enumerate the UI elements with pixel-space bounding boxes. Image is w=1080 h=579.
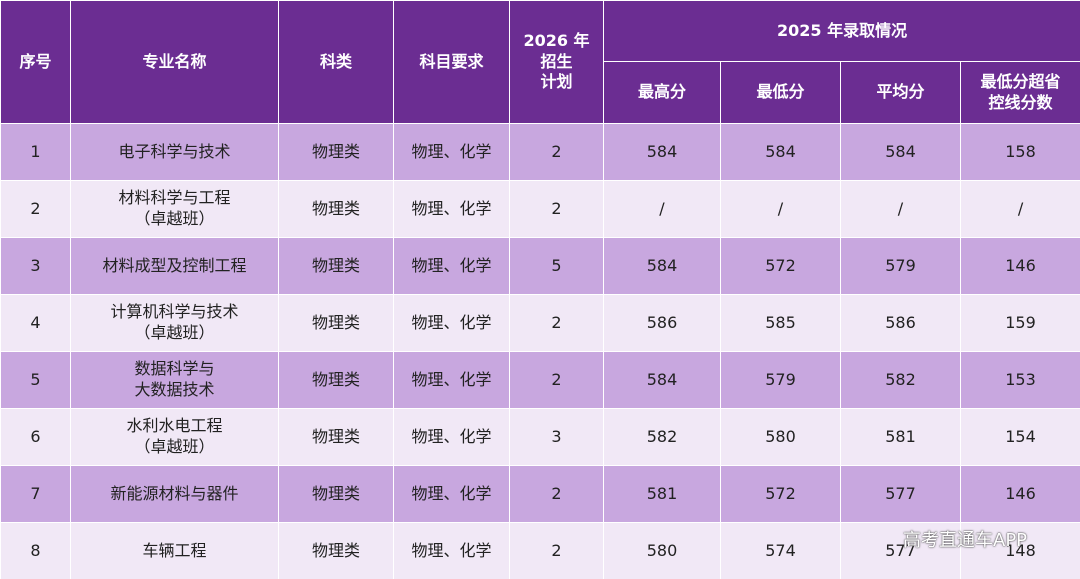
table-cell: 物理类 bbox=[278, 465, 394, 523]
table-cell: 153 bbox=[959, 351, 1080, 409]
table-cell: 581 bbox=[840, 408, 961, 466]
table-cell: 584 bbox=[603, 237, 721, 295]
table-cell: 8 bbox=[0, 522, 71, 579]
table-cell: 579 bbox=[840, 237, 961, 295]
table-cell: 146 bbox=[959, 237, 1080, 295]
table-cell: 577 bbox=[840, 465, 961, 523]
table-cell: 物理、化学 bbox=[393, 351, 510, 409]
table-cell: 物理类 bbox=[278, 180, 394, 238]
table-cell: 580 bbox=[603, 522, 721, 579]
table-cell: 148 bbox=[959, 522, 1080, 579]
table-cell: 6 bbox=[0, 408, 71, 466]
table-cell: 物理类 bbox=[278, 408, 394, 466]
table-cell: 2 bbox=[509, 465, 604, 523]
table-cell: 物理类 bbox=[278, 351, 394, 409]
table-cell: 物理类 bbox=[278, 294, 394, 352]
watermark: 高考直通车APP bbox=[903, 530, 1028, 551]
table-cell: 2 bbox=[509, 123, 604, 181]
table-cell: 物理、化学 bbox=[393, 465, 510, 523]
table-cell: 579 bbox=[720, 351, 841, 409]
table-cell: 2 bbox=[0, 180, 71, 238]
table-cell: 580 bbox=[720, 408, 841, 466]
table-cell: 计算机科学与技术 （卓越班） bbox=[70, 294, 279, 352]
header-cell: 科类 bbox=[278, 0, 394, 124]
header-cell: 最高分 bbox=[603, 61, 721, 124]
table-cell: 物理、化学 bbox=[393, 123, 510, 181]
table-cell: 物理类 bbox=[278, 237, 394, 295]
table-cell: 物理、化学 bbox=[393, 237, 510, 295]
header-cell: 序号 bbox=[0, 0, 71, 124]
table-cell: 7 bbox=[0, 465, 71, 523]
table-cell: 586 bbox=[603, 294, 721, 352]
table-cell: 572 bbox=[720, 465, 841, 523]
table-cell: 158 bbox=[959, 123, 1080, 181]
table-cell: 574 bbox=[720, 522, 841, 579]
table-cell: 2 bbox=[509, 351, 604, 409]
table-cell: 577 bbox=[840, 522, 961, 579]
table-cell: 2 bbox=[509, 180, 604, 238]
table-cell: 物理、化学 bbox=[393, 408, 510, 466]
table-cell: / bbox=[603, 180, 721, 238]
table-cell: 2 bbox=[509, 294, 604, 352]
table-cell: 新能源材料与器件 bbox=[70, 465, 279, 523]
table-row: 8 车辆工程 物理类 物理、化学 2 580 574 577 148 bbox=[0, 522, 1080, 579]
table-row: 7 新能源材料与器件 物理类 物理、化学 2 581 572 577 146 bbox=[0, 465, 1080, 523]
table-cell: 物理、化学 bbox=[393, 294, 510, 352]
table-cell: / bbox=[840, 180, 961, 238]
table-cell: 5 bbox=[0, 351, 71, 409]
table-cell: 5 bbox=[509, 237, 604, 295]
table-cell: 4 bbox=[0, 294, 71, 352]
header-group: 2025 年录取情况 bbox=[602, 0, 1080, 62]
table-cell: / bbox=[959, 180, 1080, 238]
table-cell: 584 bbox=[603, 351, 721, 409]
table-cell: 3 bbox=[509, 408, 604, 466]
table-cell: 电子科学与技术 bbox=[70, 123, 279, 181]
header-cell: 2026 年 招生 计划 bbox=[509, 0, 604, 124]
table-row: 3 材料成型及控制工程 物理类 物理、化学 5 584 572 579 146 bbox=[0, 237, 1080, 295]
table-cell: 材料成型及控制工程 bbox=[70, 237, 279, 295]
table-cell: 582 bbox=[840, 351, 961, 409]
header-cell: 最低分超省 控线分数 bbox=[959, 61, 1080, 124]
table-cell: 584 bbox=[603, 123, 721, 181]
table-row: 6 水利水电工程 （卓越班） 物理类 物理、化学 3 582 580 581 154 bbox=[0, 408, 1080, 466]
table-cell: 数据科学与 大数据技术 bbox=[70, 351, 279, 409]
header-cell: 专业名称 bbox=[70, 0, 279, 124]
table-cell: 586 bbox=[840, 294, 961, 352]
table-cell: 物理类 bbox=[278, 123, 394, 181]
table-row: 2 材料科学与工程 （卓越班） 物理类 物理、化学 2// / / bbox=[0, 180, 1080, 238]
table-cell: 154 bbox=[959, 408, 1080, 466]
table-cell: 2 bbox=[509, 522, 604, 579]
table-cell: 材料科学与工程 （卓越班） bbox=[70, 180, 279, 238]
table-cell: 物理、化学 bbox=[393, 522, 510, 579]
table-cell: 水利水电工程 （卓越班） bbox=[70, 408, 279, 466]
table-row: 4 计算机科学与技术 （卓越班） 物理类 物理、化学 2 586 585 586 159 bbox=[0, 294, 1080, 352]
table-cell: 3 bbox=[0, 237, 71, 295]
table-cell: 1 bbox=[0, 123, 71, 181]
table-row: 1 电子科学与技术 物理类 物理、化学 2 584 584 584 158 bbox=[0, 123, 1080, 181]
table-cell: / bbox=[720, 180, 841, 238]
header-cell: 最低分 bbox=[720, 61, 841, 124]
table-cell: 146 bbox=[959, 465, 1080, 523]
table-cell: 物理、化学 bbox=[393, 180, 510, 238]
header-cell: 平均分 bbox=[840, 61, 961, 124]
table-cell: 物理类 bbox=[278, 522, 394, 579]
table-cell: 585 bbox=[720, 294, 841, 352]
table-cell: 584 bbox=[720, 123, 841, 181]
table-cell: 581 bbox=[603, 465, 721, 523]
table-cell: 572 bbox=[720, 237, 841, 295]
table-cell: 159 bbox=[959, 294, 1080, 352]
table-body: 1 电子科学与技术 物理类 物理、化学 2 584 584 584 158 2 材料科学与工程 （卓… bbox=[0, 123, 1080, 579]
table-cell: 车辆工程 bbox=[70, 522, 279, 579]
table-row: 5 数据科学与 大数据技术 物理类 物理、化学 2 584 579 582 153 bbox=[0, 351, 1080, 409]
table-cell: 584 bbox=[840, 123, 961, 181]
header-cell: 科目要求 bbox=[393, 0, 510, 124]
table-cell: 582 bbox=[603, 408, 721, 466]
